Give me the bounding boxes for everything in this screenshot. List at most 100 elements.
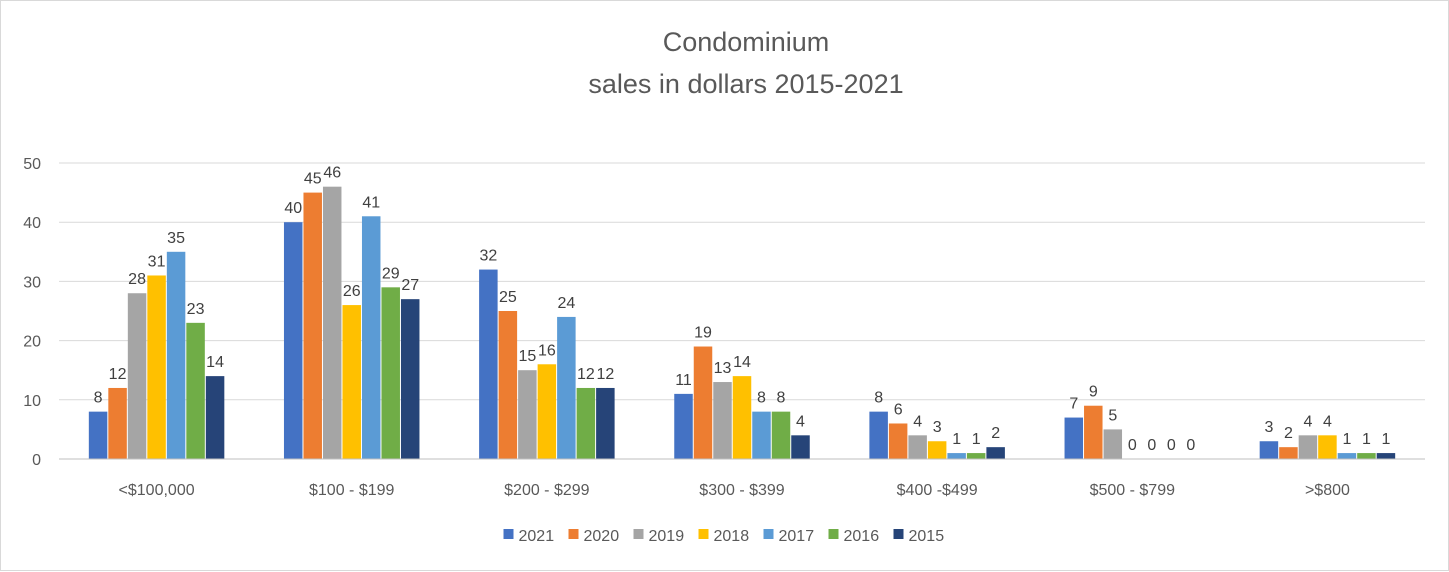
- legend-item: 2019: [633, 528, 685, 545]
- data-label: 2: [1284, 425, 1293, 442]
- data-label: 8: [777, 390, 786, 407]
- legend-item: 2015: [893, 528, 945, 545]
- data-label: 1: [972, 431, 981, 448]
- x-category-label: <$100,000: [119, 482, 195, 499]
- legend-swatch: [503, 529, 514, 539]
- legend-item: 2021: [503, 528, 555, 545]
- data-label: 12: [109, 366, 127, 383]
- bar: [479, 269, 498, 459]
- bar: [88, 411, 108, 459]
- data-label: 16: [538, 342, 556, 359]
- legend-label: 2019: [649, 528, 685, 545]
- bar: [791, 435, 810, 459]
- data-label: 2: [991, 425, 1000, 442]
- legend-item: 2016: [828, 528, 879, 545]
- bar: [732, 376, 752, 459]
- data-label: 0: [1186, 437, 1195, 454]
- legend-label: 2020: [584, 528, 620, 545]
- data-label: 28: [128, 271, 146, 288]
- data-label: 26: [343, 283, 361, 300]
- data-label: 12: [596, 366, 614, 383]
- bar: [283, 222, 303, 459]
- bar: [869, 411, 888, 459]
- x-category-label: $500 - $799: [1090, 482, 1176, 499]
- data-label: 29: [382, 265, 400, 282]
- data-label: 9: [1089, 384, 1098, 401]
- data-label: 4: [1303, 413, 1312, 430]
- bar: [342, 305, 361, 459]
- data-label: 3: [933, 419, 942, 436]
- data-label: 6: [894, 401, 903, 418]
- bar: [518, 370, 537, 459]
- x-category-label: $100 - $199: [309, 482, 395, 499]
- data-label: 7: [1069, 396, 1078, 413]
- data-label: 3: [1264, 419, 1273, 436]
- data-label: 14: [206, 354, 224, 371]
- data-label: 32: [479, 248, 497, 265]
- bar: [498, 311, 518, 459]
- data-label: 31: [148, 253, 166, 270]
- data-label: 19: [694, 325, 712, 342]
- legend-swatch: [633, 529, 644, 539]
- legend-item: 2018: [698, 528, 750, 545]
- bar: [1337, 453, 1357, 459]
- data-label: 0: [1147, 437, 1156, 454]
- bar: [693, 346, 713, 459]
- bar: [361, 216, 381, 459]
- bar: [771, 411, 791, 459]
- data-label: 4: [1323, 413, 1332, 430]
- legend-swatch: [568, 529, 579, 539]
- data-label: 4: [796, 413, 805, 430]
- y-tick-label: 10: [23, 393, 41, 410]
- bar: [400, 299, 420, 459]
- bar: [674, 393, 693, 459]
- data-label: 8: [757, 390, 766, 407]
- bar: [908, 435, 927, 459]
- x-category-label: $300 - $399: [699, 482, 785, 499]
- bars: [88, 186, 1396, 459]
- bar: [205, 376, 225, 459]
- legend: 2021 2020 2019 2018 2017 2016 2015: [503, 528, 945, 545]
- y-tick-label: 30: [23, 274, 41, 291]
- bar: [713, 382, 732, 459]
- data-label: 5: [1108, 407, 1117, 424]
- bar: [1279, 447, 1298, 459]
- y-axis-ticks: 0 10 20 30 40 50: [23, 156, 41, 469]
- data-label: 8: [94, 390, 103, 407]
- data-label: 12: [577, 366, 595, 383]
- data-label: 40: [284, 200, 302, 217]
- data-label: 11: [675, 372, 692, 389]
- bar: [966, 453, 986, 459]
- legend-swatch: [893, 529, 904, 539]
- bar: [1084, 405, 1103, 459]
- x-axis-categories: <$100,000 $100 - $199 $200 - $299 $300 - $3…: [119, 482, 1350, 499]
- data-label: 14: [733, 354, 751, 371]
- bar: [557, 316, 576, 459]
- data-label: 13: [714, 360, 732, 377]
- data-label: 35: [167, 230, 185, 247]
- bar: [186, 322, 205, 459]
- legend-swatch: [698, 529, 709, 539]
- data-label: 45: [304, 171, 322, 188]
- data-label: 15: [518, 348, 536, 365]
- y-tick-label: 40: [23, 215, 41, 232]
- data-label: 41: [362, 194, 380, 211]
- legend-label: 2015: [909, 528, 945, 545]
- bar: [127, 293, 147, 459]
- bar: [1298, 435, 1318, 459]
- legend-label: 2018: [714, 528, 750, 545]
- data-label: 4: [913, 413, 922, 430]
- data-label: 27: [401, 277, 419, 294]
- legend-label: 2021: [519, 528, 555, 545]
- bar: [1064, 417, 1084, 459]
- legend-item: 2017: [763, 528, 815, 545]
- bar: [1357, 453, 1376, 459]
- bar: [147, 275, 166, 459]
- legend-item: 2020: [568, 528, 620, 545]
- y-tick-label: 50: [23, 156, 41, 173]
- legend-label: 2017: [779, 528, 815, 545]
- bar: [1259, 441, 1279, 459]
